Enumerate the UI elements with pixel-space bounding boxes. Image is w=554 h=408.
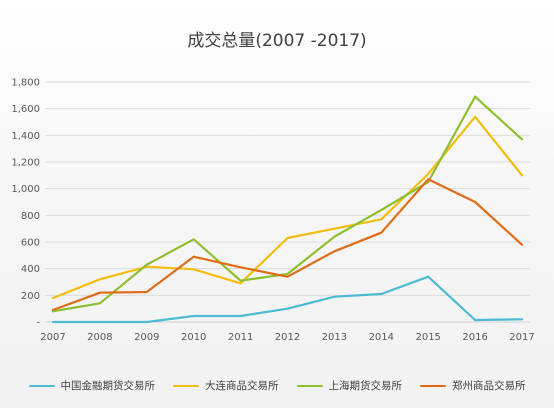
legend-swatch <box>173 384 199 387</box>
legend-swatch <box>28 384 55 387</box>
y-tick-label: 1,200 <box>11 158 40 169</box>
y-tick-label: 800 <box>21 211 40 222</box>
legend-swatch <box>296 384 323 387</box>
x-tick-label: 2013 <box>322 332 347 343</box>
y-tick-label: 1,600 <box>11 104 40 115</box>
x-tick-label: 2008 <box>87 332 112 343</box>
x-tick-label: 2010 <box>181 332 206 343</box>
legend-item: 上海期货交易所 <box>296 378 403 393</box>
chart-title: 成交总量(2007 -2017) <box>187 31 367 51</box>
legend-label: 中国金融期货交易所 <box>60 380 156 392</box>
x-tick-label: 2011 <box>228 332 253 343</box>
x-tick-label: 2007 <box>40 332 65 343</box>
y-tick-label: - <box>36 318 40 329</box>
legend-swatch <box>420 384 446 387</box>
series-line <box>51 95 524 313</box>
legend-label: 上海期货交易所 <box>328 380 403 392</box>
x-tick-label: 2016 <box>462 332 487 343</box>
legend-item: 郑州商品交易所 <box>420 378 526 393</box>
y-tick-label: 400 <box>21 264 40 275</box>
series-line <box>51 275 524 324</box>
legend: 中国金融期货交易所 大连商品交易所 上海期货交易所 郑州商品交易所 <box>0 378 554 393</box>
y-tick-label: 200 <box>21 291 40 302</box>
y-tick-label: 1,000 <box>11 184 40 195</box>
legend-label: 大连商品交易所 <box>205 380 279 392</box>
series-line <box>51 178 524 312</box>
series-line <box>51 115 524 300</box>
legend-label: 郑州商品交易所 <box>452 380 526 392</box>
x-tick-label: 2017 <box>509 332 534 343</box>
y-tick-label: 1,800 <box>11 78 40 89</box>
legend-item: 大连商品交易所 <box>173 378 279 393</box>
x-tick-label: 2015 <box>415 332 440 343</box>
y-tick-label: 1,400 <box>11 131 40 142</box>
legend-item: 中国金融期货交易所 <box>28 378 156 393</box>
x-tick-label: 2014 <box>369 332 394 343</box>
x-tick-label: 2009 <box>134 332 159 343</box>
x-tick-label: 2012 <box>275 332 300 343</box>
y-tick-label: 600 <box>21 238 40 249</box>
